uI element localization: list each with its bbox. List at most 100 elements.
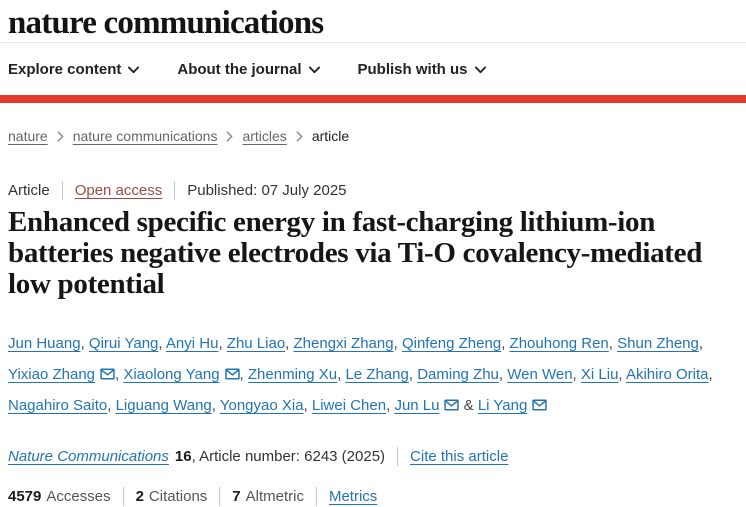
citation-line: Nature Communications 16 , Article numbe… [8, 447, 738, 466]
nav-explore-content[interactable]: Explore content [8, 60, 140, 78]
author-item: Li Yang [478, 397, 548, 414]
author-link[interactable]: Daming Zhu [417, 366, 499, 383]
author-separator: , [618, 366, 626, 383]
author-link[interactable]: Jun Huang [8, 335, 81, 352]
altmetric-label: Altmetric [245, 488, 304, 505]
author-link[interactable]: Li Yang [477, 397, 528, 414]
author-item: Qinfeng Zheng, [402, 335, 510, 352]
author-link[interactable]: Akihiro Orita [625, 366, 709, 383]
author-link[interactable]: Xiaolong Yang [123, 366, 220, 383]
citations-metric: 2 Citations [136, 488, 208, 505]
breadcrumb-link-articles[interactable]: articles [242, 128, 287, 144]
author-item: Zhengxi Zhang, [294, 335, 402, 352]
email-icon[interactable] [532, 399, 548, 411]
author-item: Akihiro Orita, [626, 366, 713, 383]
author-link[interactable]: Zhouhong Ren [509, 335, 609, 352]
author-separator: , [408, 366, 418, 383]
author-link[interactable]: Qirui Yang [88, 335, 159, 352]
divider [122, 487, 124, 506]
divider [219, 487, 221, 506]
author-link[interactable]: Liguang Wang [115, 397, 212, 414]
divider [397, 447, 399, 466]
author-item: Wen Wen, [507, 366, 581, 383]
chevron-right-icon [296, 130, 303, 142]
author-link[interactable]: Liwei Chen [311, 397, 387, 414]
author-separator: , [211, 397, 220, 414]
author-link[interactable]: Jun Lu [394, 397, 440, 414]
nav-publish-with-us[interactable]: Publish with us [358, 61, 486, 78]
nav-label: About the journal [177, 60, 302, 78]
author-link[interactable]: Zhengxi Zhang [293, 335, 394, 352]
email-icon[interactable] [444, 399, 460, 411]
author-link[interactable]: Zhenming Xu [247, 366, 338, 383]
article-title: Enhanced specific energy in fast-chargin… [8, 206, 703, 300]
author-separator: , [80, 335, 89, 352]
nav-label: Publish with us [357, 60, 468, 78]
author-link[interactable]: Xi Liu [580, 366, 619, 383]
author-item: Zhu Liao, [227, 335, 294, 352]
altmetric-value: 7 [232, 488, 241, 505]
author-item: Xiaolong Yang, [123, 366, 248, 383]
citations-value: 2 [135, 488, 144, 505]
author-separator: , [218, 335, 227, 352]
breadcrumb-link-nature-communications[interactable]: nature communications [72, 128, 218, 144]
journal-link[interactable]: Nature Communications [8, 448, 169, 465]
altmetric-metric: 7 Altmetric [232, 488, 304, 505]
author-separator: , [608, 335, 618, 352]
author-link[interactable]: Nagahiro Saito [8, 397, 108, 414]
author-separator-amp: & [459, 397, 478, 414]
breadcrumb: nature nature communications articles ar… [8, 128, 738, 144]
author-item: Nagahiro Saito, [8, 397, 116, 414]
author-link[interactable]: Yixiao Zhang [8, 366, 95, 383]
author-separator: , [303, 397, 312, 414]
author-item: Jun Huang, [8, 335, 89, 352]
metrics-bar: 4579 Accesses 2 Citations 7 Altmetric Metri… [8, 487, 738, 506]
article-number-text: , Article number: 6243 (2025) [191, 448, 386, 465]
author-separator: , [572, 366, 581, 383]
journal-logo[interactable]: nature communications [8, 4, 324, 41]
author-separator: , [107, 397, 116, 414]
article-type-label: Article [8, 182, 50, 199]
author-link[interactable]: Yongyao Xia [219, 397, 304, 414]
author-link[interactable]: Anyi Hu [165, 335, 219, 352]
chevron-right-icon [227, 130, 233, 142]
metrics-link[interactable]: Metrics [328, 488, 378, 505]
author-link[interactable]: Le Zhang [345, 366, 409, 383]
cite-this-article-link[interactable]: Cite this article [410, 448, 509, 465]
article-meta: Article Open access Published: 07 July 2… [8, 181, 738, 200]
breadcrumb-link-nature[interactable]: nature [8, 128, 48, 144]
email-icon[interactable] [100, 368, 115, 380]
accesses-label: Accesses [46, 488, 111, 505]
chevron-down-icon [128, 66, 140, 74]
author-item: Qirui Yang, [89, 335, 166, 352]
author-list: Jun Huang, Qirui Yang, Anyi Hu, Zhu Liao… [8, 328, 738, 421]
author-separator: , [115, 366, 124, 383]
author-item: Zhenming Xu, [248, 366, 346, 383]
chevron-down-icon [308, 66, 320, 74]
divider [315, 487, 317, 506]
accesses-metric: 4579 Accesses [8, 488, 111, 505]
author-link[interactable]: Shun Zheng [617, 335, 699, 352]
article-header-section: Article Open access Published: 07 July 2… [0, 181, 746, 506]
nav-label: Explore content [8, 60, 122, 78]
main-nav: Explore content About the journal Publis… [0, 43, 746, 95]
citations-label: Citations [148, 488, 208, 505]
open-access-link[interactable]: Open access [74, 182, 163, 199]
email-icon[interactable] [224, 368, 240, 380]
author-separator: , [501, 335, 510, 352]
author-separator: , [285, 335, 294, 352]
author-link[interactable]: Wen Wen [507, 366, 573, 383]
author-link[interactable]: Zhu Liao [226, 335, 286, 352]
author-separator: , [239, 366, 248, 383]
author-item: Yongyao Xia, [220, 397, 312, 414]
author-link[interactable]: Qinfeng Zheng [401, 335, 502, 352]
author-item: Shun Zheng, [617, 335, 703, 352]
published-date: Published: 07 July 2025 [187, 182, 347, 199]
author-item: Jun Lu & [394, 397, 477, 414]
site-header: nature communications Explore content Ab… [0, 0, 746, 103]
author-separator: , [698, 335, 704, 352]
divider [61, 181, 63, 200]
author-item: Anyi Hu, [166, 335, 227, 352]
author-separator: , [393, 335, 402, 352]
nav-about-the-journal[interactable]: About the journal [177, 60, 320, 78]
